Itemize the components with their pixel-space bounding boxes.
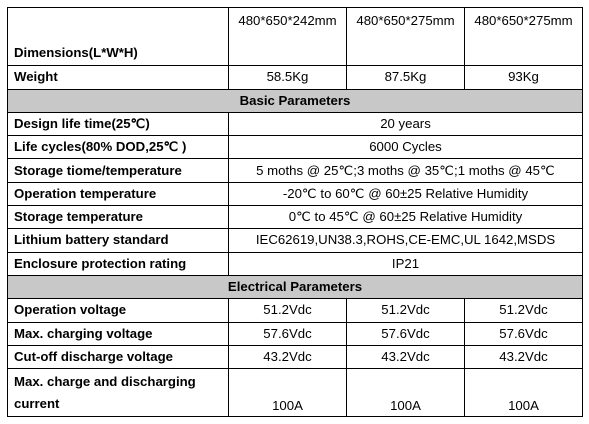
protection-rating-row: Enclosure protection rating IP21	[7, 251, 583, 276]
dimensions-row: Dimensions(L*W*H) 480*650*242mm 480*650*…	[7, 6, 583, 67]
storage-temperature-row: Storage temperature 0℃ to 45℃ @ 60±25 Re…	[7, 205, 583, 230]
row-value-1: 43.2Vdc	[228, 344, 347, 370]
row-value-2: 57.6Vdc	[346, 321, 465, 346]
electrical-parameters-header: Electrical Parameters	[7, 274, 583, 300]
row-value-1: 57.6Vdc	[228, 321, 347, 346]
dimensions-value-2: 480*650*275mm	[346, 6, 465, 67]
dimensions-value-1: 480*650*242mm	[228, 6, 347, 67]
row-value-1: 51.2Vdc	[228, 298, 347, 323]
row-value: IP21	[228, 251, 583, 276]
row-label: Cut-off discharge voltage	[7, 344, 229, 370]
electrical-parameters-header-row: Electrical Parameters	[7, 274, 583, 300]
row-value-3: 51.2Vdc	[464, 298, 583, 323]
row-value: 5 moths @ 25℃;3 moths @ 35℃;1 moths @ 45…	[228, 158, 583, 183]
specification-table: Dimensions(L*W*H) 480*650*242mm 480*650*…	[7, 6, 583, 417]
weight-value-2: 87.5Kg	[346, 65, 465, 90]
row-value: 20 years	[228, 111, 583, 137]
row-label: Design life time(25℃)	[7, 111, 229, 137]
weight-value-1: 58.5Kg	[228, 65, 347, 90]
row-value-2: 100A	[346, 368, 465, 417]
row-label: Lithium battery standard	[7, 228, 229, 253]
life-cycles-row: Life cycles(80% DOD,25℃ ) 6000 Cycles	[7, 135, 583, 160]
dimensions-label: Dimensions(L*W*H)	[7, 6, 229, 67]
storage-time-row: Storage tiome/temperature 5 moths @ 25℃;…	[7, 158, 583, 183]
current-row: Max. charge and discharging current 100A…	[7, 368, 583, 417]
charging-voltage-row: Max. charging voltage 57.6Vdc 57.6Vdc 57…	[7, 321, 583, 346]
row-label: Storage temperature	[7, 205, 229, 230]
row-value-1: 100A	[228, 368, 347, 417]
row-label: Operation temperature	[7, 181, 229, 207]
row-label: Max. charging voltage	[7, 321, 229, 346]
row-value-2: 43.2Vdc	[346, 344, 465, 370]
row-value-3: 57.6Vdc	[464, 321, 583, 346]
row-value: 0℃ to 45℃ @ 60±25 Relative Humidity	[228, 205, 583, 230]
design-life-row: Design life time(25℃) 20 years	[7, 111, 583, 137]
dimensions-value-3: 480*650*275mm	[464, 6, 583, 67]
operation-voltage-row: Operation voltage 51.2Vdc 51.2Vdc 51.2Vd…	[7, 298, 583, 323]
weight-label: Weight	[7, 65, 229, 90]
operation-temperature-row: Operation temperature -20℃ to 60℃ @ 60±2…	[7, 181, 583, 207]
row-value: 6000 Cycles	[228, 135, 583, 160]
row-label: Life cycles(80% DOD,25℃ )	[7, 135, 229, 160]
battery-standard-row: Lithium battery standard IEC62619,UN38.3…	[7, 228, 583, 253]
basic-parameters-header-row: Basic Parameters	[7, 88, 583, 113]
row-value-3: 43.2Vdc	[464, 344, 583, 370]
row-value-3: 100A	[464, 368, 583, 417]
basic-parameters-header: Basic Parameters	[7, 88, 583, 113]
row-label: Max. charge and discharging current	[7, 368, 229, 417]
row-value: -20℃ to 60℃ @ 60±25 Relative Humidity	[228, 181, 583, 207]
row-value-2: 51.2Vdc	[346, 298, 465, 323]
row-label: Enclosure protection rating	[7, 251, 229, 276]
row-value: IEC62619,UN38.3,ROHS,CE-EMC,UL 1642,MSDS	[228, 228, 583, 253]
row-label: Operation voltage	[7, 298, 229, 323]
row-label: Storage tiome/temperature	[7, 158, 229, 183]
cutoff-voltage-row: Cut-off discharge voltage 43.2Vdc 43.2Vd…	[7, 344, 583, 370]
weight-value-3: 93Kg	[464, 65, 583, 90]
weight-row: Weight 58.5Kg 87.5Kg 93Kg	[7, 65, 583, 90]
